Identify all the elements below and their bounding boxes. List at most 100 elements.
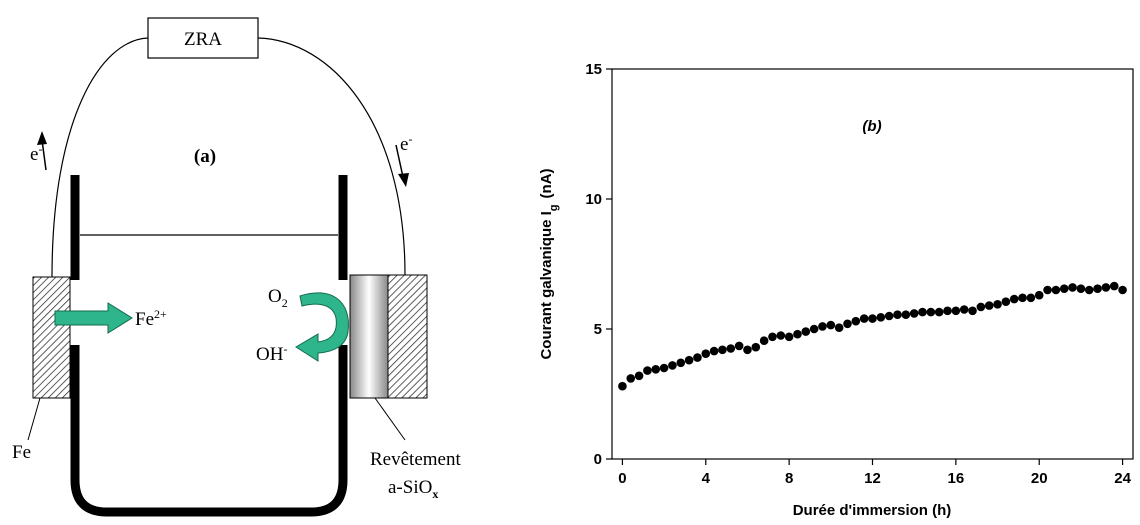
- data-point: [993, 300, 1002, 309]
- data-point: [851, 316, 861, 326]
- data-point: [643, 366, 652, 375]
- electron-arrow-head: [37, 131, 47, 145]
- coating-sub: x: [432, 487, 438, 501]
- data-point: [1051, 285, 1061, 295]
- data-point: [1018, 293, 1027, 303]
- data-point: [1009, 294, 1019, 304]
- ion-label: Fe2+: [135, 307, 167, 330]
- data-point: [1101, 283, 1111, 292]
- data-point: [793, 329, 802, 339]
- data-point: [901, 310, 911, 320]
- data-point: [959, 305, 969, 314]
- data-point: [676, 358, 686, 368]
- data-point: [859, 314, 869, 323]
- data-point: [976, 302, 986, 312]
- data-point: [693, 353, 702, 362]
- y-axis-label: Courant galvanique Ig (nA): [538, 168, 560, 359]
- coating-label: Revêtement: [370, 449, 461, 470]
- reaction-arrow: [295, 292, 349, 362]
- data-point: [768, 332, 777, 342]
- ion-sup: 2+: [154, 307, 167, 321]
- oxygen-label: O2: [268, 286, 288, 310]
- x-tick-label: 4: [702, 470, 711, 487]
- x-tick-label: 12: [864, 470, 881, 487]
- data-point: [1084, 285, 1094, 295]
- electron-sup: -: [38, 142, 42, 156]
- data-point: [776, 331, 786, 340]
- cell-diagram: ZRA e- e- (a) Fe2+ O2 OH- Fe Revêtement …: [12, 17, 461, 517]
- data-point: [784, 332, 794, 342]
- leader-line: [374, 397, 406, 441]
- oxygen-sub: 2: [282, 296, 288, 310]
- data-point: [618, 381, 627, 391]
- data-point: [884, 311, 894, 321]
- iron-label: Fe: [12, 442, 31, 463]
- data-point: [626, 374, 636, 383]
- data-point: [659, 363, 669, 373]
- wire: [257, 37, 406, 276]
- y-label-text: Courant galvanique I: [538, 211, 555, 359]
- cell-wall: [70, 345, 348, 517]
- data-point: [826, 320, 836, 330]
- x-tick-label: 0: [618, 470, 626, 487]
- electron-arrow-head: [398, 173, 409, 187]
- hydroxide-sup: -: [283, 342, 287, 356]
- coating-text: a-SiO: [388, 477, 432, 498]
- data-point: [759, 336, 769, 346]
- data-point: [751, 342, 761, 352]
- annotation: (b): [862, 118, 881, 135]
- electron-sup: -: [408, 132, 412, 146]
- zra-label: ZRA: [184, 29, 222, 50]
- data-point: [1043, 285, 1052, 295]
- oxygen-text: O: [268, 286, 282, 307]
- ion-text: Fe: [135, 309, 154, 330]
- x-axis-label: Durée d'immersion (h): [793, 502, 952, 519]
- leader-line: [27, 397, 41, 441]
- data-point: [1093, 284, 1102, 294]
- scatter-chart: (b) Durée d'immersion (h) Courant galvan…: [538, 61, 1134, 519]
- data-point: [809, 324, 819, 334]
- hydroxide-text: OH: [256, 344, 284, 365]
- data-point: [868, 314, 877, 323]
- data-point: [843, 319, 852, 329]
- data-point: [1118, 285, 1127, 295]
- data-point: [1068, 283, 1077, 292]
- data-point: [668, 361, 677, 370]
- data-point: [1026, 293, 1036, 303]
- data-point: [734, 341, 744, 351]
- data-point: [943, 306, 952, 316]
- y-tick-label: 0: [594, 451, 602, 468]
- data-point: [718, 345, 727, 355]
- data-point: [726, 344, 736, 353]
- electron-arrow: [41, 139, 47, 171]
- data-point: [1109, 281, 1119, 291]
- y-label-unit: (nA): [538, 168, 555, 198]
- data-point: [1001, 297, 1011, 307]
- data-point: [934, 307, 944, 317]
- data-point: [709, 346, 719, 356]
- data-point: [918, 307, 927, 317]
- data-point: [876, 313, 886, 322]
- data-point: [1034, 290, 1044, 300]
- data-point: [701, 349, 711, 359]
- electron-text: e: [400, 134, 408, 155]
- data-point: [743, 345, 752, 355]
- data-point: [984, 301, 994, 310]
- data-point: [909, 309, 919, 318]
- panel-label: (a): [194, 146, 216, 167]
- y-label-sub: g: [548, 204, 560, 211]
- electron-label: e-: [30, 142, 42, 165]
- data-point: [951, 306, 961, 316]
- data-point: [1076, 284, 1086, 294]
- y-tick-label: 10: [585, 191, 602, 208]
- x-tick-label: 16: [948, 470, 965, 487]
- data-point: [968, 306, 977, 316]
- coating-layer: [349, 274, 389, 399]
- electron-text: e: [30, 144, 38, 165]
- iron-electrode: [32, 276, 71, 399]
- hydroxide-label: OH-: [256, 342, 287, 365]
- electron-arrow: [395, 144, 404, 178]
- electron-label: e-: [400, 132, 412, 155]
- data-point: [684, 355, 694, 365]
